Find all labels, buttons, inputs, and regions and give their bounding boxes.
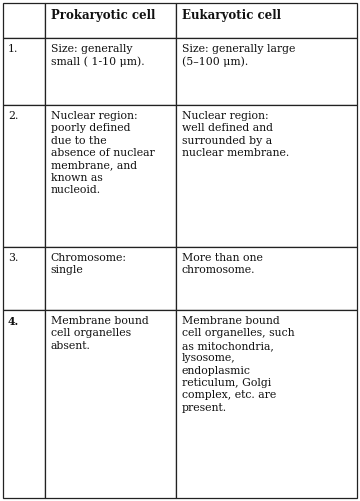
Text: Chromosome:
single: Chromosome: single — [51, 253, 127, 276]
Bar — [176, 3, 357, 38]
Text: Nuclear region:
well defined and
surrounded by a
nuclear membrane.: Nuclear region: well defined and surroun… — [182, 111, 289, 158]
Text: Size: generally large
(5–100 μm).: Size: generally large (5–100 μm). — [182, 44, 295, 67]
Text: Prokaryotic cell: Prokaryotic cell — [51, 9, 155, 22]
Bar — [3, 38, 45, 105]
Bar — [45, 3, 176, 38]
Bar — [176, 105, 357, 247]
Bar — [176, 38, 357, 105]
Text: 2.: 2. — [8, 111, 18, 121]
Bar — [3, 247, 45, 310]
Text: Membrane bound
cell organelles
absent.: Membrane bound cell organelles absent. — [51, 316, 149, 351]
Bar — [45, 247, 176, 310]
Bar — [45, 310, 176, 498]
Text: 1.: 1. — [8, 44, 18, 54]
Bar — [3, 310, 45, 498]
Text: 4.: 4. — [8, 316, 19, 327]
Bar — [45, 38, 176, 105]
Bar — [45, 105, 176, 247]
Bar — [176, 310, 357, 498]
Text: Eukaryotic cell: Eukaryotic cell — [182, 9, 281, 22]
Text: Membrane bound
cell organelles, such
as mitochondria,
lysosome,
endoplasmic
reti: Membrane bound cell organelles, such as … — [182, 316, 294, 413]
Text: Size: generally
small ( 1-10 μm).: Size: generally small ( 1-10 μm). — [51, 44, 144, 67]
Bar — [3, 105, 45, 247]
Text: 3.: 3. — [8, 253, 18, 263]
Text: More than one
chromosome.: More than one chromosome. — [182, 253, 263, 276]
Bar — [3, 3, 45, 38]
Bar — [176, 247, 357, 310]
Text: Nuclear region:
poorly defined
due to the
absence of nuclear
membrane, and
known: Nuclear region: poorly defined due to th… — [51, 111, 154, 195]
